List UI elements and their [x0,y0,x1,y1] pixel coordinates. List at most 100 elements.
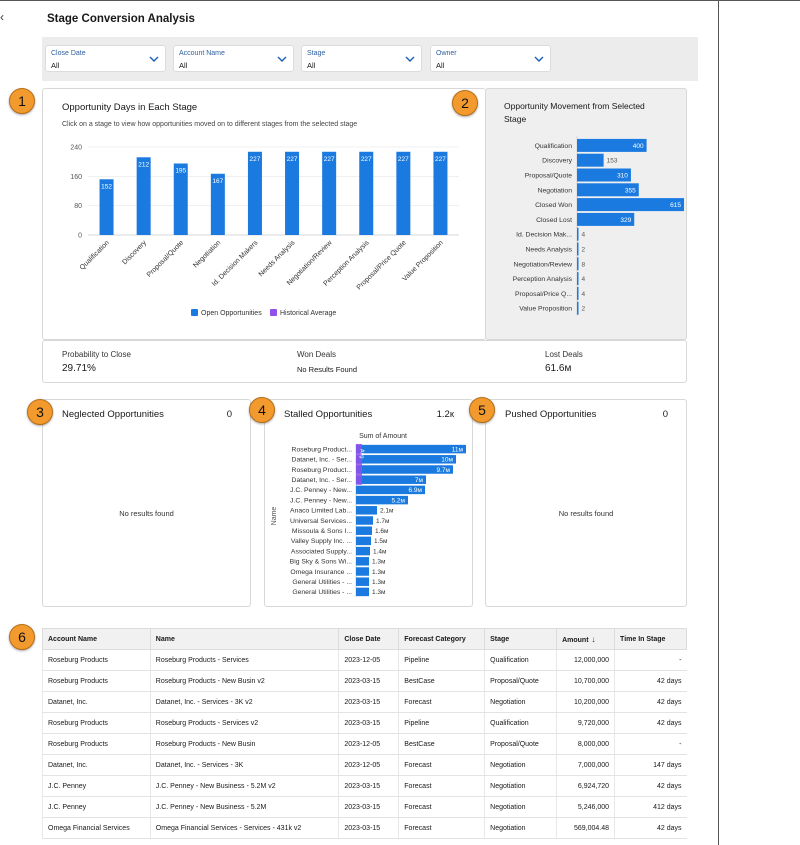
bar[interactable] [356,475,426,484]
bar[interactable] [356,455,456,464]
bar[interactable] [577,198,684,212]
bar-value-label: 227 [435,156,446,163]
table-row[interactable]: Omega Financial Services Omega Financial … [42,817,687,839]
bar[interactable] [356,465,453,474]
bar[interactable] [577,138,647,152]
bar[interactable] [356,485,425,495]
table-row[interactable]: J.C. Penney J.C. Penney - New Business - … [42,796,687,818]
table-header-row: Account Name Name Close Date Forecast Ca… [42,628,687,650]
y-axis-title: Name [271,507,278,526]
bar[interactable] [136,157,151,235]
days-chart[interactable]: 0 80 160 240 152 Qualification 212 Discovery 195… [43,89,487,341]
bar[interactable] [356,495,408,505]
bar[interactable] [577,272,579,286]
table-cell: 2023-03-15 [338,670,399,692]
movement-card: Opportunity Movement from Selected Stage… [485,88,687,340]
bar[interactable] [322,151,337,235]
stalled-chart[interactable]: Sum of Amount Name Roseburg Product... 11м D… [265,400,474,608]
movement-chart[interactable]: Qualification 400 Discovery 153 Proposal/Quo… [486,89,688,341]
bar[interactable] [577,242,579,256]
table-row[interactable]: Roseburg Products Roseburg Products - New… [42,733,687,755]
table-row[interactable]: Datanet, Inc. Datanet, Inc. - Services - … [42,691,687,713]
bar-value-label: 400 [633,143,644,150]
bar[interactable] [247,151,262,235]
table-cell: 9,720,000 [556,712,615,734]
callout-badge-2: 2 [452,90,478,116]
bar[interactable] [356,577,369,586]
table-cell: Negotiation [484,796,557,818]
y-tick-label: Omega Insurance ... [290,569,352,576]
bar[interactable] [359,151,374,235]
table-row[interactable]: Roseburg Products Roseburg Products - Ser… [42,649,687,671]
table-row[interactable]: Roseburg Products Roseburg Products - New… [42,670,687,692]
table-cell: 42 days [614,670,687,692]
table-cell: Negotiation [484,691,557,713]
filter-stage[interactable]: Stage All [301,45,422,72]
bar-value-label: 1.3м [372,589,386,596]
bar[interactable] [356,444,466,454]
y-tick-label: Negotiation [538,187,573,194]
table-row[interactable]: Datanet, Inc. Datanet, Inc. - Services - … [42,754,687,776]
bar[interactable] [356,587,369,597]
bar[interactable] [173,163,188,236]
table-cell: Roseburg Products - Services [149,649,339,671]
bar-value-label: 1.7м [376,518,390,525]
bar[interactable] [356,516,373,525]
bar[interactable] [577,227,579,241]
callout-badge-1: 1 [9,88,35,114]
table-cell: 5,246,000 [556,796,615,818]
callout-badge-4: 4 [249,397,275,423]
bar[interactable] [577,286,579,300]
column-header[interactable]: Name [149,628,340,650]
table-cell: 2023-12-05 [338,733,399,755]
filter-account-name[interactable]: Account Name All [173,45,294,72]
column-header[interactable]: Close Date [338,628,400,650]
table-cell: J.C. Penney - New Business - 5.2M v2 [149,775,339,797]
bar[interactable] [577,301,579,315]
filter-bar: Close Date All Account Name All Stage Al… [42,37,698,81]
filter-label: Stage [307,50,326,57]
bar[interactable] [577,257,579,271]
bar[interactable] [356,526,372,535]
won-deals-label: Won Deals [297,350,336,359]
table-cell: 8,000,000 [556,733,615,755]
bar[interactable] [285,151,300,235]
bar[interactable] [577,183,639,197]
table-cell: Roseburg Products - Services v2 [149,712,339,734]
y-tick-label: Roseburg Product... [292,446,353,453]
column-header[interactable]: Account Name [42,628,151,650]
bar-value-label: 2 [582,247,586,254]
bar[interactable] [356,536,371,546]
filter-close-date[interactable]: Close Date All [45,45,166,72]
pushed-title: Pushed Opportunities [505,409,597,420]
y-tick-label: Discovery [542,158,572,165]
table-row[interactable]: Roseburg Products Roseburg Products - Ser… [42,712,687,734]
bar[interactable] [356,567,369,576]
column-header[interactable]: Stage [484,628,558,650]
bar-value-label: 7м [415,477,424,484]
filter-value: All [179,61,188,70]
bar[interactable] [99,179,114,235]
bar[interactable] [356,557,369,566]
bar[interactable] [356,546,370,556]
bar[interactable] [577,168,631,182]
table-cell: Roseburg Products [42,649,151,671]
metrics-card: Probability to Close 29.71% Won Deals No… [42,340,687,383]
column-header-amount[interactable]: Amount ↓ [556,628,616,650]
y-tick-label: General Utilities - ... [292,589,352,596]
bar[interactable] [396,151,411,235]
filter-value: All [51,61,60,70]
column-header[interactable]: Time In Stage [614,628,687,650]
filter-owner[interactable]: Owner All [430,45,551,72]
bar[interactable] [433,151,448,235]
bar-value-label: 1.3м [372,569,386,576]
column-header[interactable]: Forecast Category [398,628,486,650]
bar[interactable] [356,506,377,515]
bar[interactable] [210,173,225,235]
table-row[interactable]: J.C. Penney J.C. Penney - New Business - … [42,775,687,797]
bar[interactable] [577,212,635,226]
bar[interactable] [577,153,604,167]
days-in-stage-card: Opportunity Days in Each Stage Click on … [42,88,486,340]
table-cell: Roseburg Products [42,712,151,734]
filter-label: Owner [436,50,457,57]
